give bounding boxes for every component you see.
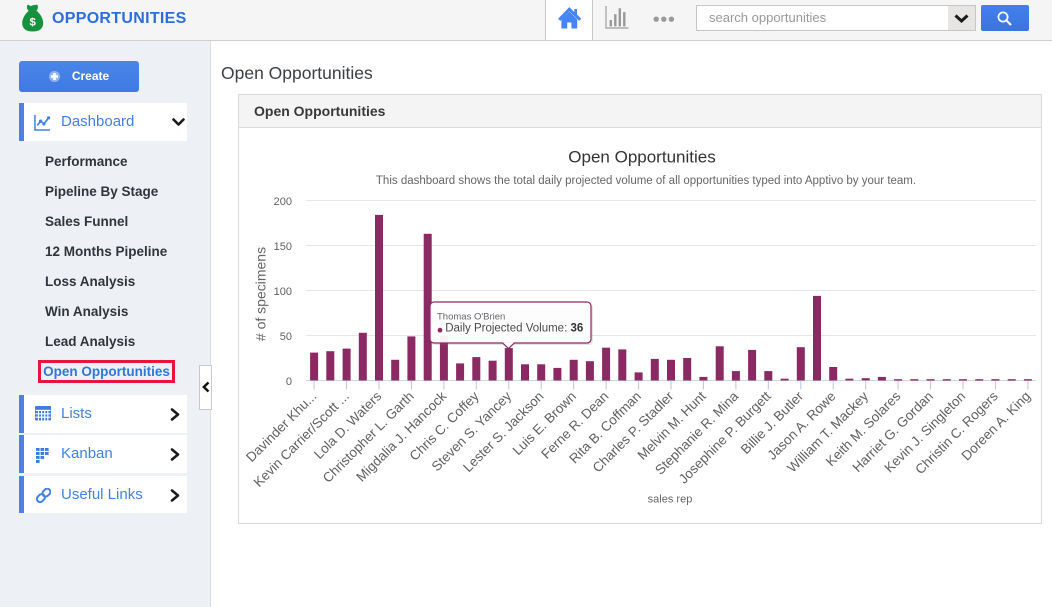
svg-text:50: 50 <box>280 331 292 343</box>
svg-text:This dashboard shows the total: This dashboard shows the total daily pro… <box>376 175 916 187</box>
svg-text:200: 200 <box>274 196 292 208</box>
svg-text:150: 150 <box>274 241 292 253</box>
svg-text:$: $ <box>30 16 37 28</box>
svg-text:0: 0 <box>286 376 292 388</box>
svg-text:Daily Projected Volume: 36: Daily Projected Volume: 36 <box>445 322 583 334</box>
svg-text:# of specimens: # of specimens <box>253 247 269 341</box>
svg-text:100: 100 <box>274 286 292 298</box>
svg-text:Open Opportunities: Open Opportunities <box>568 148 715 167</box>
svg-text:sales rep: sales rep <box>648 494 693 506</box>
svg-text:Thomas O'Brien: Thomas O'Brien <box>437 312 505 323</box>
